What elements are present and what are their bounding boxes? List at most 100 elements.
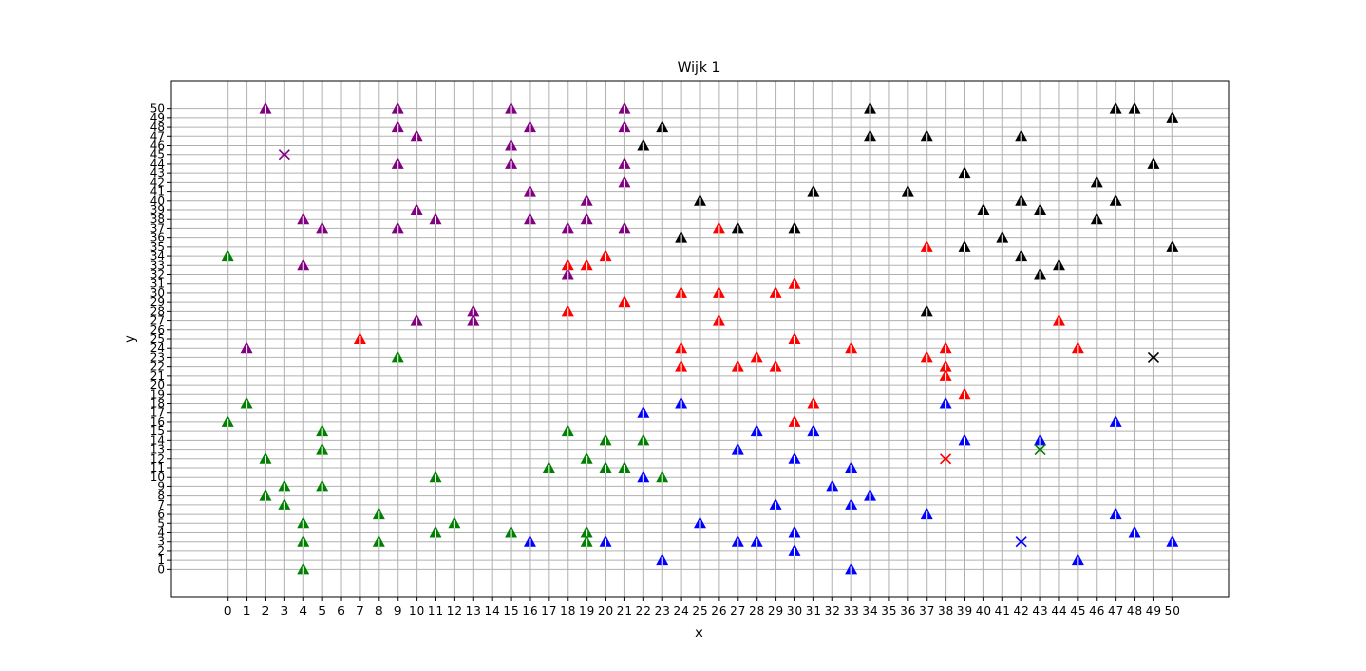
center-x-marker (1034, 444, 1046, 456)
y-tick-label: 10 (150, 470, 165, 484)
x-tick-label: 40 (976, 604, 991, 618)
x-tick-label: 37 (919, 604, 934, 618)
y-tick-label: 8 (157, 489, 165, 503)
x-tick-label: 20 (598, 604, 613, 618)
y-tick-label: 1 (157, 553, 165, 567)
y-tick-label: 23 (150, 350, 165, 364)
y-tick-label: 18 (150, 397, 165, 411)
x-tick-label: 18 (560, 604, 575, 618)
y-tick-label: 49 (150, 111, 165, 125)
center-x-stroke (1034, 444, 1046, 456)
x-tick-label: 48 (1127, 604, 1142, 618)
x-axis-ticks: 0 1 2 3 4 5 6 7 8 9 10 11 12 13 14 15 16 17 18 19 20 21 22 23 24… (224, 597, 1180, 618)
center-x-marker (1147, 351, 1159, 363)
y-tick-label: 27 (150, 314, 165, 328)
y-tick-label: 35 (150, 240, 165, 254)
center-x-stroke (940, 453, 952, 465)
x-tick-label: 21 (617, 604, 632, 618)
y-tick-label: 29 (150, 295, 165, 309)
x-tick-label: 1 (243, 604, 251, 618)
x-tick-label: 2 (262, 604, 270, 618)
x-axis-label: x (695, 626, 703, 641)
x-tick-label: 41 (995, 604, 1010, 618)
x-tick-label: 29 (768, 604, 783, 618)
x-tick-label: 26 (711, 604, 726, 618)
x-tick-label: 10 (409, 604, 424, 618)
y-tick-label: 12 (150, 452, 165, 466)
x-tick-label: 4 (299, 604, 307, 618)
x-tick-label: 15 (503, 604, 518, 618)
y-tick-label: 4 (157, 526, 165, 540)
x-tick-label: 39 (957, 604, 972, 618)
chart-title: Wijk 1 (678, 60, 721, 76)
y-tick-label: 48 (150, 120, 165, 134)
x-tick-label: 16 (522, 604, 537, 618)
x-tick-label: 49 (1146, 604, 1161, 618)
center-x-stroke (278, 149, 290, 161)
data-points (221, 102, 1179, 575)
x-tick-label: 23 (655, 604, 670, 618)
x-tick-label: 30 (787, 604, 802, 618)
x-tick-label: 22 (636, 604, 651, 618)
y-tick-label: 41 (150, 185, 165, 199)
y-tick-label: 25 (150, 332, 165, 346)
y-tick-label: 3 (157, 535, 165, 549)
x-tick-label: 14 (485, 604, 500, 618)
y-tick-label: 36 (150, 231, 165, 245)
x-tick-label: 47 (1108, 604, 1123, 618)
x-tick-label: 13 (466, 604, 481, 618)
x-tick-label: 0 (224, 604, 232, 618)
y-tick-label: 43 (150, 166, 165, 180)
y-tick-label: 13 (150, 443, 165, 457)
plot-frame (170, 80, 1230, 598)
y-tick-label: 28 (150, 304, 165, 318)
y-tick-label: 46 (150, 139, 165, 153)
y-tick-label: 19 (150, 387, 165, 401)
y-tick-label: 7 (157, 498, 165, 512)
y-tick-label: 33 (150, 258, 165, 272)
center-x-marker (278, 149, 290, 161)
x-tick-label: 28 (749, 604, 764, 618)
x-tick-label: 34 (862, 604, 877, 618)
x-tick-label: 45 (1070, 604, 1085, 618)
center-x-stroke (1015, 536, 1027, 548)
center-x-marker (1015, 536, 1027, 548)
x-tick-label: 25 (692, 604, 707, 618)
y-tick-label: 24 (150, 341, 165, 355)
x-tick-label: 24 (673, 604, 688, 618)
x-tick-label: 12 (447, 604, 462, 618)
y-tick-label: 21 (150, 369, 165, 383)
y-tick-label: 31 (150, 277, 165, 291)
y-tick-label: 26 (150, 323, 165, 337)
x-tick-label: 35 (881, 604, 896, 618)
y-tick-label: 20 (150, 378, 165, 392)
y-tick-label: 32 (150, 268, 165, 282)
y-tick-label: 0 (157, 562, 165, 576)
y-tick-label: 50 (150, 102, 165, 116)
y-tick-label: 44 (150, 157, 165, 171)
x-tick-label: 19 (579, 604, 594, 618)
y-tick-label: 6 (157, 507, 165, 521)
x-tick-label: 27 (730, 604, 745, 618)
x-tick-label: 3 (281, 604, 289, 618)
y-tick-label: 47 (150, 129, 165, 143)
x-tick-label: 43 (1032, 604, 1047, 618)
y-tick-label: 11 (150, 461, 165, 475)
x-tick-label: 8 (375, 604, 383, 618)
y-tick-label: 37 (150, 221, 165, 235)
center-x-marker (940, 453, 952, 465)
y-axis-label: y (123, 335, 138, 343)
y-tick-label: 9 (157, 479, 165, 493)
y-tick-label: 34 (150, 249, 165, 263)
x-tick-label: 7 (356, 604, 364, 618)
x-tick-label: 38 (938, 604, 953, 618)
x-tick-label: 31 (806, 604, 821, 618)
y-tick-label: 16 (150, 415, 165, 429)
x-tick-label: 9 (394, 604, 402, 618)
y-tick-label: 42 (150, 175, 165, 189)
x-tick-label: 33 (844, 604, 859, 618)
x-tick-label: 50 (1165, 604, 1180, 618)
y-tick-label: 30 (150, 286, 165, 300)
y-tick-label: 38 (150, 212, 165, 226)
